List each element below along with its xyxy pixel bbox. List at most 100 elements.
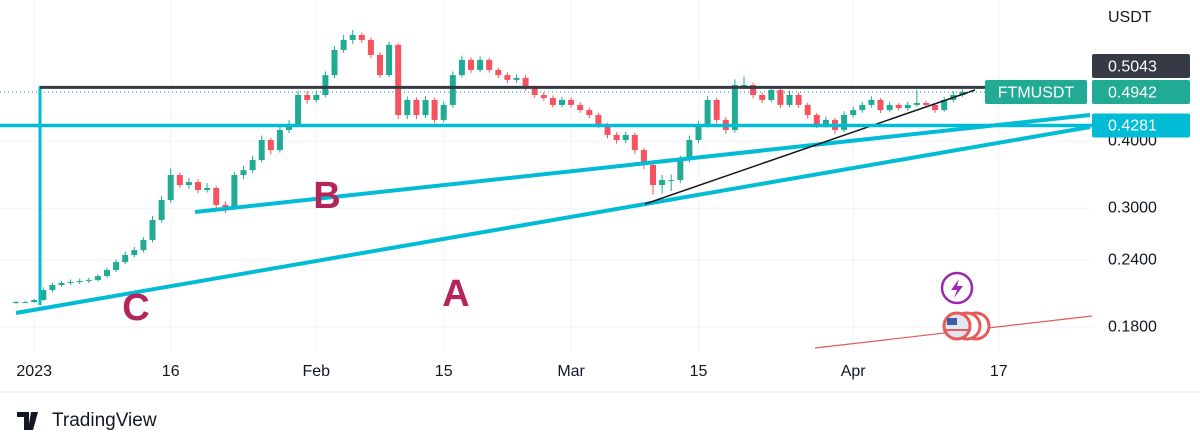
candle-body bbox=[258, 140, 265, 161]
candle-body bbox=[313, 94, 320, 100]
flag-part bbox=[947, 318, 957, 325]
candle-body bbox=[595, 114, 602, 126]
candle-body bbox=[58, 283, 65, 285]
candle-body bbox=[486, 59, 493, 70]
candle-body bbox=[886, 104, 893, 111]
candle-body bbox=[222, 204, 229, 209]
candle-body bbox=[158, 200, 165, 220]
symbol-tag bbox=[985, 80, 1087, 105]
candle-body bbox=[604, 125, 611, 135]
trend-line-b bbox=[194, 113, 1091, 214]
candle-body bbox=[240, 170, 247, 175]
currency-label: USDT bbox=[1108, 9, 1152, 26]
candle-body bbox=[741, 84, 747, 86]
candle-body bbox=[904, 104, 911, 109]
candle-body bbox=[358, 34, 365, 40]
price-tag-label: 0.4942 bbox=[1108, 84, 1157, 101]
candle-body bbox=[513, 77, 520, 80]
x-tick-label: Apr bbox=[841, 363, 867, 380]
price-tag bbox=[1092, 80, 1190, 105]
price-tag-label: 0.4281 bbox=[1108, 118, 1157, 135]
candle-body bbox=[795, 94, 802, 105]
candle-body bbox=[577, 104, 584, 111]
candle-body bbox=[67, 282, 74, 284]
candle-body bbox=[76, 280, 83, 283]
y-tick-label: 0.3000 bbox=[1108, 199, 1157, 216]
candle-body bbox=[713, 99, 720, 120]
candle-body bbox=[804, 104, 811, 115]
candle-body bbox=[149, 219, 156, 240]
candle-body bbox=[331, 49, 338, 76]
brand-name: TradingView bbox=[52, 410, 157, 431]
candle-body bbox=[568, 99, 575, 105]
candle-body bbox=[468, 59, 474, 70]
lightning bbox=[951, 279, 963, 298]
x-tick-label: 17 bbox=[990, 363, 1008, 380]
candle-body bbox=[13, 302, 19, 304]
candle-body bbox=[877, 99, 884, 111]
price-tag bbox=[1092, 54, 1190, 79]
x-tick-label: 2023 bbox=[16, 363, 52, 380]
candle-body bbox=[677, 160, 684, 181]
candle-body bbox=[540, 94, 547, 98]
candle-body bbox=[131, 250, 138, 256]
symbol-tag-label: FTMUSDT bbox=[998, 84, 1075, 101]
candle-body bbox=[231, 174, 238, 209]
candle-body bbox=[613, 134, 620, 141]
candle-body bbox=[195, 182, 201, 190]
candle-body bbox=[750, 84, 757, 95]
candle-body bbox=[404, 99, 411, 115]
candle-body bbox=[659, 180, 666, 186]
y-tick-label: 0.2400 bbox=[1108, 251, 1157, 268]
annotation: C bbox=[122, 287, 149, 329]
x-tick-label: 16 bbox=[162, 363, 180, 380]
candle-body bbox=[377, 54, 383, 76]
candle-body bbox=[786, 94, 793, 105]
candle-body bbox=[941, 99, 948, 111]
price-tag-label: 0.5043 bbox=[1108, 58, 1157, 75]
candle-body bbox=[559, 99, 565, 105]
candle-body bbox=[859, 104, 866, 111]
candle-body bbox=[249, 160, 256, 171]
candle-body bbox=[104, 270, 110, 277]
candle-body bbox=[449, 75, 456, 105]
candle-body bbox=[668, 180, 675, 182]
candle-body bbox=[959, 92, 966, 95]
candle-body bbox=[704, 99, 711, 126]
candle-body bbox=[759, 94, 766, 100]
candle-body bbox=[695, 125, 702, 141]
candle-body bbox=[868, 99, 875, 105]
candle-body bbox=[349, 34, 356, 40]
candle-body bbox=[185, 182, 192, 186]
candle-body bbox=[295, 94, 302, 126]
candle-body bbox=[932, 104, 939, 111]
candle-body bbox=[413, 99, 420, 115]
annotation: A bbox=[442, 273, 469, 315]
y-tick-label: 0.1800 bbox=[1108, 318, 1157, 335]
flag-icon bbox=[942, 311, 972, 341]
candle-body bbox=[531, 87, 538, 95]
drawings: B A C bbox=[15, 86, 1093, 349]
candle-body bbox=[340, 39, 347, 50]
candle-body bbox=[495, 69, 502, 76]
candle-body bbox=[85, 280, 92, 282]
candle-body bbox=[422, 99, 429, 115]
candle-body bbox=[822, 119, 829, 126]
candle-body bbox=[777, 90, 784, 105]
x-tick-label: 15 bbox=[690, 363, 708, 380]
candle-body bbox=[322, 75, 329, 95]
candle-body bbox=[650, 164, 656, 186]
candle-body bbox=[286, 125, 292, 130]
candle-body bbox=[622, 134, 629, 141]
candle-body bbox=[431, 99, 438, 120]
candle-body bbox=[140, 239, 147, 251]
candle-body bbox=[686, 140, 693, 161]
candle-body bbox=[122, 255, 129, 263]
candle-body bbox=[204, 187, 211, 190]
candle-body bbox=[731, 84, 738, 130]
candle-body bbox=[386, 44, 393, 76]
logo-dot bbox=[31, 412, 37, 418]
candle-body bbox=[895, 104, 902, 109]
candle-body bbox=[850, 110, 857, 115]
